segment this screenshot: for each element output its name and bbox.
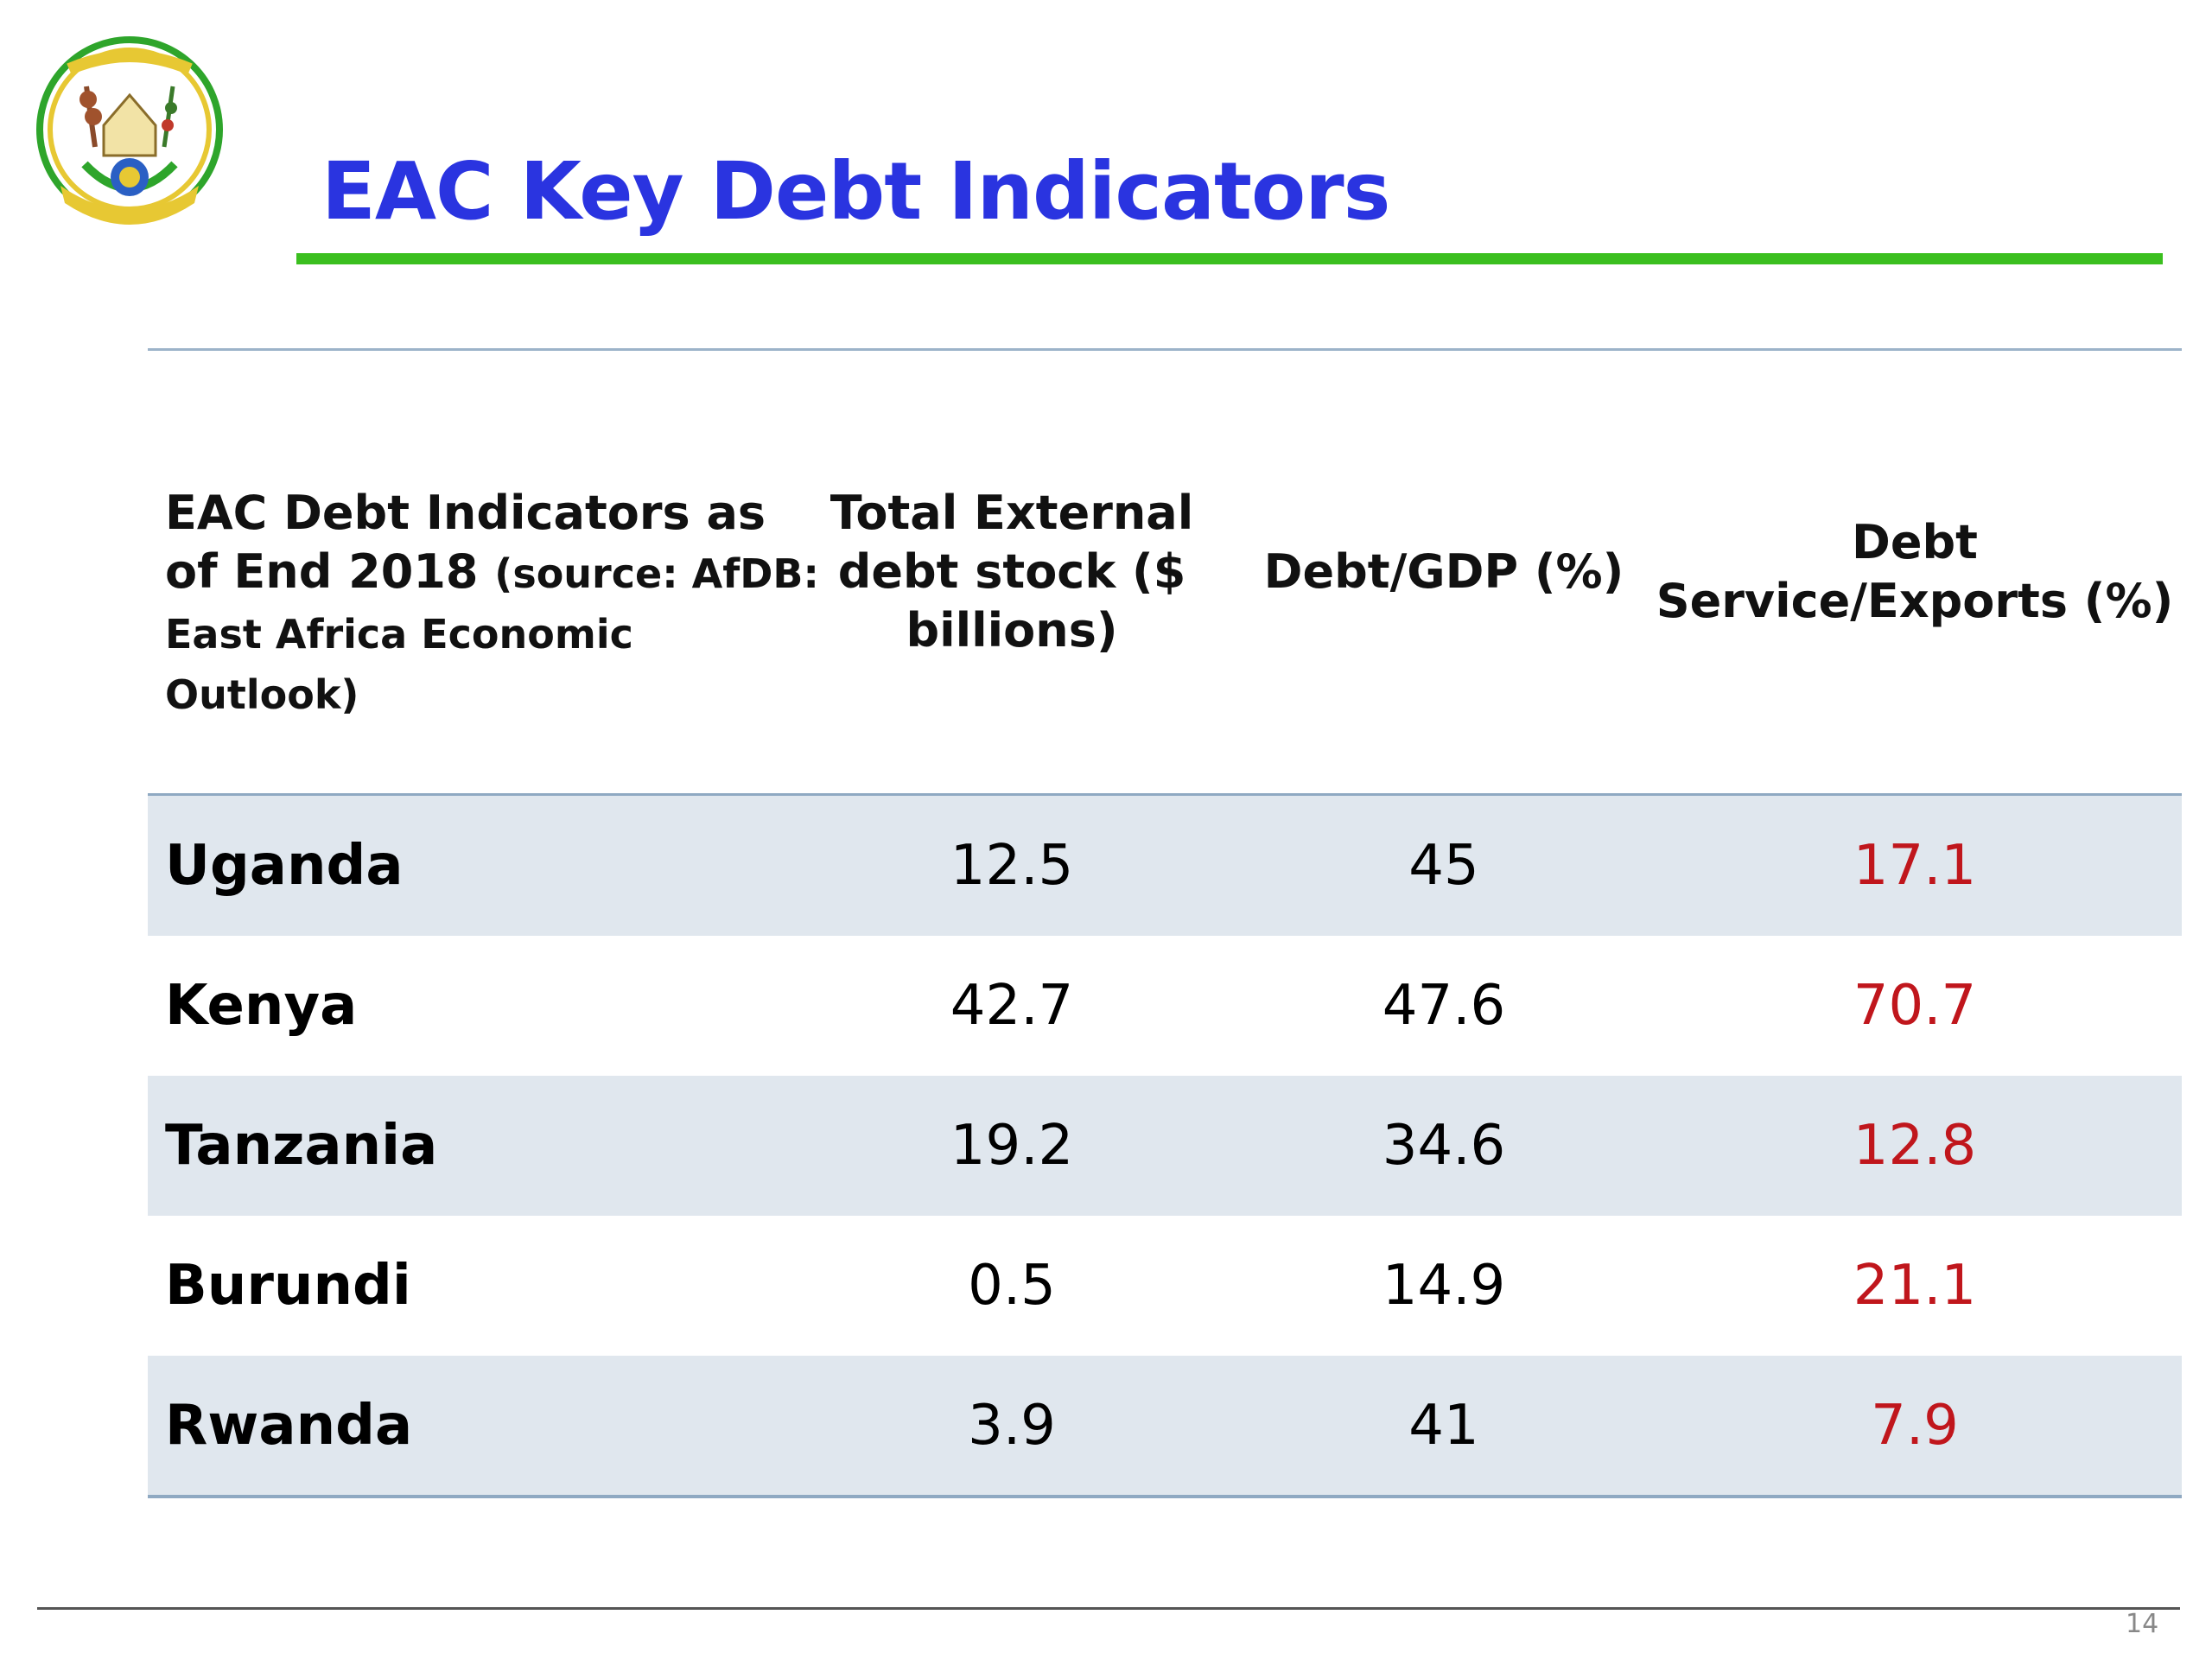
table-header: EAC Debt Indicators as of End 2018 (sour… (148, 432, 2182, 795)
debt-gdp-cell: 47.6 (1382, 974, 1506, 1038)
debt-gdp-cell: 41 (1408, 1394, 1479, 1458)
country-cell: Burundi (165, 1254, 411, 1318)
footer-divider (37, 1607, 2180, 1610)
debt-gdp-cell: 45 (1408, 834, 1479, 898)
table-row: Burundi 0.5 14.9 21.1 (148, 1216, 2182, 1356)
slide-title: EAC Key Debt Indicators (321, 145, 1390, 238)
country-cell: Tanzania (165, 1114, 438, 1178)
debt-stock-cell: 42.7 (950, 974, 1074, 1038)
page-number: 14 (2126, 1609, 2159, 1639)
country-cell: Uganda (165, 834, 404, 898)
table-row: Uganda 12.5 45 17.1 (148, 796, 2182, 936)
table-row: Kenya 42.7 47.6 70.7 (148, 936, 2182, 1076)
header-source-note: (source: AfDB: East Africa Economic Outl… (165, 550, 819, 718)
debt-stock-cell: 12.5 (950, 834, 1074, 898)
title-underline (296, 253, 2163, 264)
country-cell: Rwanda (165, 1394, 413, 1458)
debt-stock-cell: 3.9 (968, 1394, 1056, 1458)
table-bottom-border (148, 1495, 2182, 1498)
header-debt-stock: Total External debt stock ($ billions) (830, 486, 1194, 658)
debt-stock-cell: 0.5 (968, 1254, 1056, 1318)
service-exports-cell: 17.1 (1853, 834, 1977, 898)
table-top-border (148, 348, 2182, 351)
debt-gdp-cell: 34.6 (1382, 1114, 1506, 1178)
country-cell: Kenya (165, 974, 358, 1038)
table-body: Uganda 12.5 45 17.1 Kenya 42.7 47.6 70.7… (148, 796, 2182, 1496)
header-indicators: EAC Debt Indicators as of End 2018 (sour… (165, 484, 822, 724)
debt-stock-cell: 19.2 (950, 1114, 1074, 1178)
table-header-divider (148, 793, 2182, 797)
service-exports-cell: 70.7 (1853, 974, 1977, 1038)
service-exports-cell: 12.8 (1853, 1114, 1977, 1178)
service-exports-cell: 7.9 (1871, 1394, 1959, 1458)
rwanda-coat-of-arms-icon (36, 36, 223, 225)
header-service-exports: Debt Service/Exports (%) (1656, 515, 2174, 628)
table-row: Tanzania 19.2 34.6 12.8 (148, 1076, 2182, 1216)
table-row: Rwanda 3.9 41 7.9 (148, 1356, 2182, 1496)
service-exports-cell: 21.1 (1853, 1254, 1977, 1318)
header-indicators-label: EAC Debt Indicators as of End 2018 (165, 486, 766, 599)
header-debt-gdp: Debt/GDP (%) (1263, 544, 1624, 599)
debt-gdp-cell: 14.9 (1382, 1254, 1506, 1318)
